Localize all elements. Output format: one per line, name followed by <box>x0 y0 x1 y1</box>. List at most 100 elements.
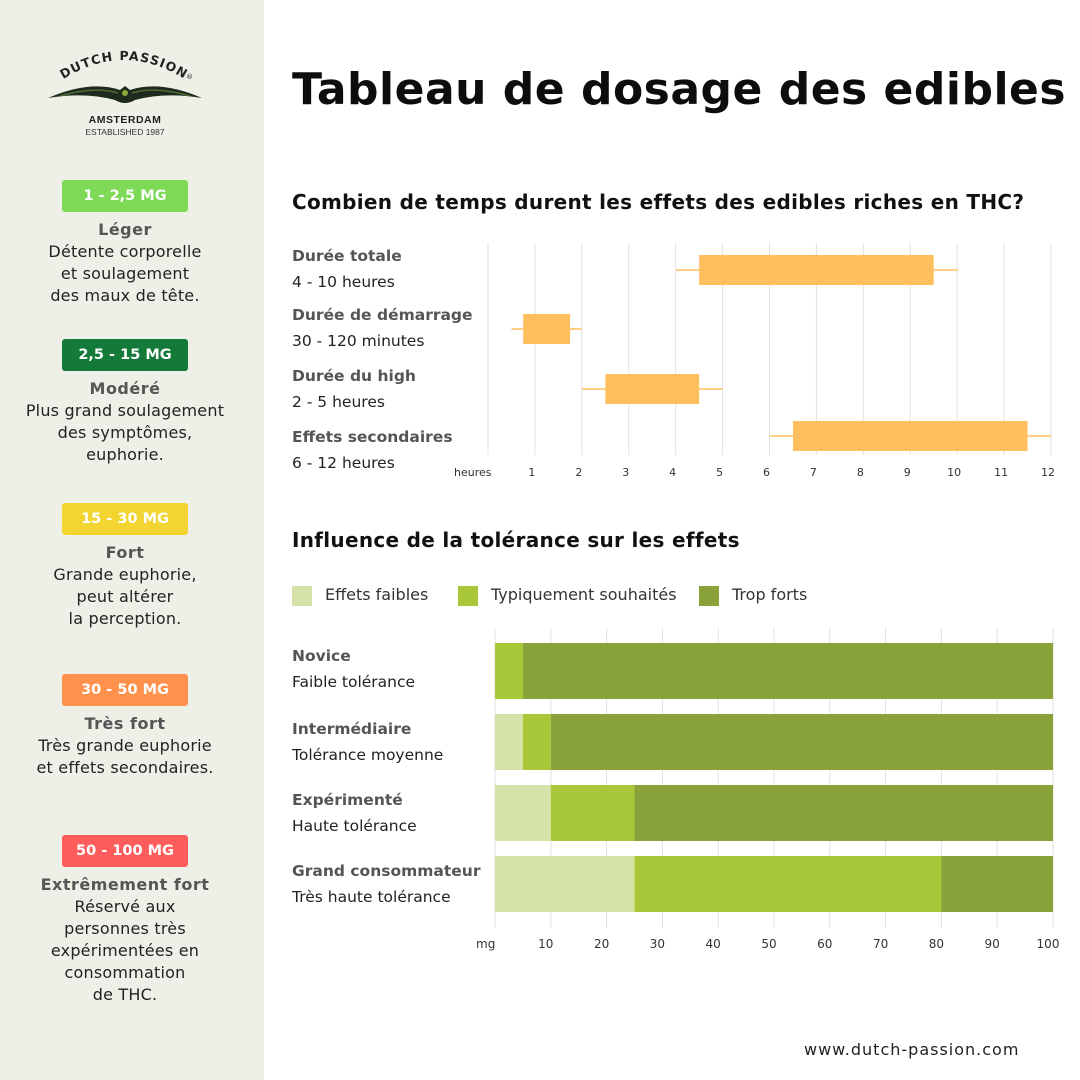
duration-row-label: Durée de démarrage 30 - 120 minutes <box>292 302 473 354</box>
range-bar <box>523 314 571 344</box>
x-tick-label: 1 <box>528 466 535 479</box>
svg-text:DUTCH PASSION: DUTCH PASSION <box>57 48 191 82</box>
stacked-bar-segment <box>634 785 1053 841</box>
duration-row-label: Durée totale 4 - 10 heures <box>292 243 402 295</box>
legend-swatch <box>292 586 312 606</box>
tolerance-row-label: Grand consommateur Très haute tolérance <box>292 858 480 910</box>
duration-row-label: Durée du high 2 - 5 heures <box>292 363 416 415</box>
x-tick-label: 30 <box>650 937 665 951</box>
legend-swatch <box>458 586 478 606</box>
dose-description: Plus grand soulagement des symptômes, eu… <box>25 401 225 464</box>
stacked-bar-segment <box>495 643 523 699</box>
stacked-bar-segment <box>522 714 551 770</box>
row-label-subtitle: 30 - 120 minutes <box>292 332 425 350</box>
stacked-bar-segment <box>634 856 942 912</box>
dose-title: Léger <box>98 220 152 239</box>
legend-swatch <box>699 586 719 606</box>
x-tick-label: 50 <box>761 937 776 951</box>
dose-title: Extrêmement fort <box>40 875 210 894</box>
website-url[interactable]: www.dutch-passion.com <box>804 1040 1020 1059</box>
x-tick-label: 40 <box>706 937 721 951</box>
x-axis-label: mg <box>476 937 495 951</box>
x-tick-label: 100 <box>1037 937 1060 951</box>
brand-city: AMSTERDAM <box>88 114 162 126</box>
row-label-title: Grand consommateur <box>292 862 481 880</box>
x-axis-label: heures <box>454 466 492 479</box>
eagle-logo-icon: DUTCH PASSION ® <box>48 48 202 103</box>
x-tick-label: 70 <box>873 937 888 951</box>
dose-item-light: 1 - 2,5 MG Léger Détente corporelle et s… <box>0 180 250 307</box>
range-bar <box>699 255 934 285</box>
x-tick-label: 10 <box>947 466 961 479</box>
dose-description: Grande euphorie, peut altérer la percept… <box>53 565 197 628</box>
x-tick-label: 5 <box>716 466 723 479</box>
row-label-subtitle: Haute tolérance <box>292 817 417 835</box>
brand-name: DUTCH PASSION <box>57 48 190 82</box>
row-label-title: Durée totale <box>292 247 402 265</box>
x-tick-label: 80 <box>929 937 944 951</box>
dose-badge: 50 - 100 MG <box>62 835 188 867</box>
row-label-title: Intermédiaire <box>292 720 412 738</box>
stacked-bar-segment <box>522 643 1053 699</box>
dose-title: Modéré <box>89 379 161 398</box>
row-label-subtitle: 2 - 5 heures <box>292 393 385 411</box>
dose-item-very-strong: 30 - 50 MG Très fort Très grande euphori… <box>0 674 250 779</box>
stacked-bar-segment <box>550 785 635 841</box>
stacked-bar-segment <box>550 714 1053 770</box>
legend-label: Typiquement souhaités <box>491 585 677 604</box>
row-label-subtitle: Faible tolérance <box>292 673 416 691</box>
tolerance-row-label: Novice Faible tolérance <box>292 643 415 695</box>
page-title: Tableau de dosage des edibles <box>292 64 1067 115</box>
row-label-subtitle: Tolérance moyenne <box>292 746 444 764</box>
dose-description: Détente corporelle et soulagement des ma… <box>48 242 202 305</box>
legend-label: Trop forts <box>732 585 808 604</box>
dose-badge: 30 - 50 MG <box>62 674 188 706</box>
row-label-title: Effets secondaires <box>292 428 453 446</box>
row-label-subtitle: 4 - 10 heures <box>292 273 395 291</box>
duration-row-label: Effets secondaires 6 - 12 heures <box>292 424 453 476</box>
dose-item-moderate: 2,5 - 15 MG Modéré Plus grand soulagemen… <box>0 339 250 466</box>
dose-item-strong: 15 - 30 MG Fort Grande euphorie, peut al… <box>0 503 250 630</box>
row-label-title: Durée de démarrage <box>292 306 473 324</box>
x-tick-label: 6 <box>763 466 770 479</box>
row-label-subtitle: 6 - 12 heures <box>292 454 395 472</box>
range-bar <box>605 374 700 404</box>
x-tick-label: 8 <box>857 466 864 479</box>
dose-description: Réservé aux personnes très expérimentées… <box>50 897 200 1004</box>
dose-badge: 15 - 30 MG <box>62 503 188 535</box>
tolerance-row-label: Expérimenté Haute tolérance <box>292 787 417 839</box>
stacked-bar-segment <box>495 785 551 841</box>
x-tick-label: 4 <box>669 466 676 479</box>
dutch-passion-logo: DUTCH PASSION ® AMSTERDAM ESTABLISHED 19… <box>0 46 250 142</box>
dose-badge: 2,5 - 15 MG <box>62 339 188 371</box>
tolerance-row-label: Intermédiaire Tolérance moyenne <box>292 716 443 768</box>
x-tick-label: 10 <box>538 937 553 951</box>
brand-established: ESTABLISHED 1987 <box>85 127 165 137</box>
x-tick-label: 90 <box>985 937 1000 951</box>
dose-title: Très fort <box>84 714 166 733</box>
range-bar <box>792 421 1028 451</box>
dose-description: Très grande euphorie et effets secondair… <box>36 736 214 777</box>
x-tick-label: 7 <box>810 466 817 479</box>
row-label-subtitle: Très haute tolérance <box>292 888 451 906</box>
row-label-title: Durée du high <box>292 367 416 385</box>
tolerance-chart-title: Influence de la tolérance sur les effets <box>292 528 740 552</box>
row-label-title: Novice <box>292 647 351 665</box>
x-tick-label: 9 <box>904 466 911 479</box>
dose-badge: 1 - 2,5 MG <box>62 180 188 212</box>
x-tick-label: 20 <box>594 937 609 951</box>
brand-registered: ® <box>186 73 193 81</box>
x-tick-label: 3 <box>622 466 629 479</box>
stacked-bar-segment <box>941 856 1053 912</box>
x-tick-label: 60 <box>817 937 832 951</box>
x-tick-label: 11 <box>994 466 1008 479</box>
legend-label: Effets faibles <box>325 585 429 604</box>
stacked-bar-segment <box>495 856 635 912</box>
x-tick-label: 2 <box>575 466 582 479</box>
duration-chart-title: Combien de temps durent les effets des e… <box>292 190 1025 214</box>
dose-item-extreme: 50 - 100 MG Extrêmement fort Réservé aux… <box>0 835 250 1006</box>
x-tick-label: 12 <box>1041 466 1055 479</box>
row-label-title: Expérimenté <box>292 791 403 809</box>
stacked-bar-segment <box>495 714 523 770</box>
dose-title: Fort <box>105 543 145 562</box>
